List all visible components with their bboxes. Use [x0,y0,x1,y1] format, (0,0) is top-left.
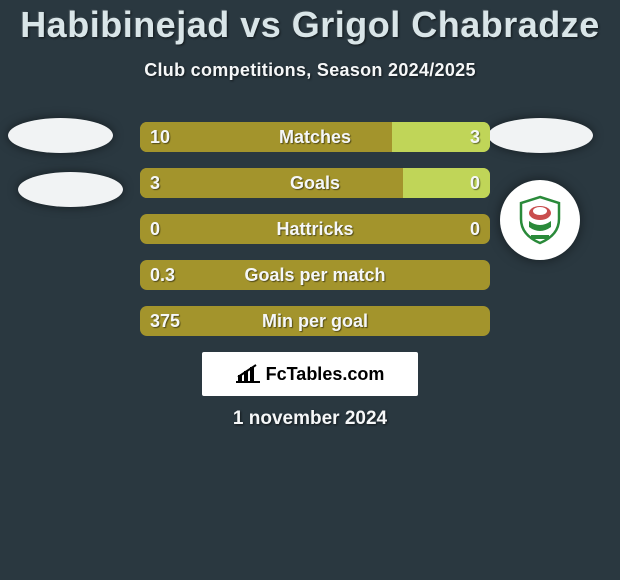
stat-label: Goals per match [140,260,490,290]
stat-value-right: 3 [470,122,480,152]
stat-row: Goals3 0 [0,168,620,198]
stat-row: Min per goal375 [0,306,620,336]
bar-chart-icon [236,363,260,385]
stat-value-right: 0 [470,214,480,244]
stat-value-left: 10 [150,122,170,152]
stat-row: Matches10 3 [0,122,620,152]
stats-area: Matches103Goals30Hattricks00Goals per ma… [0,122,620,352]
date-text: 1 november 2024 [0,408,620,430]
stat-value-left: 3 [150,168,160,198]
stat-label: Hattricks [140,214,490,244]
stat-value-left: 375 [150,306,180,336]
stat-value-left: 0 [150,214,160,244]
stat-value-left: 0.3 [150,260,175,290]
stat-row: Goals per match0.3 [0,260,620,290]
fctables-label: FcTables.com [266,364,385,385]
stat-label: Goals [140,168,490,198]
stat-label: Matches [140,122,490,152]
page-title: Habibinejad vs Grigol Chabradze [0,0,620,46]
stat-label: Min per goal [140,306,490,336]
stat-row: Hattricks0 0 [0,214,620,244]
stat-value-right: 0 [470,168,480,198]
fctables-attribution: FcTables.com [202,352,418,396]
subtitle: Club competitions, Season 2024/2025 [0,60,620,81]
